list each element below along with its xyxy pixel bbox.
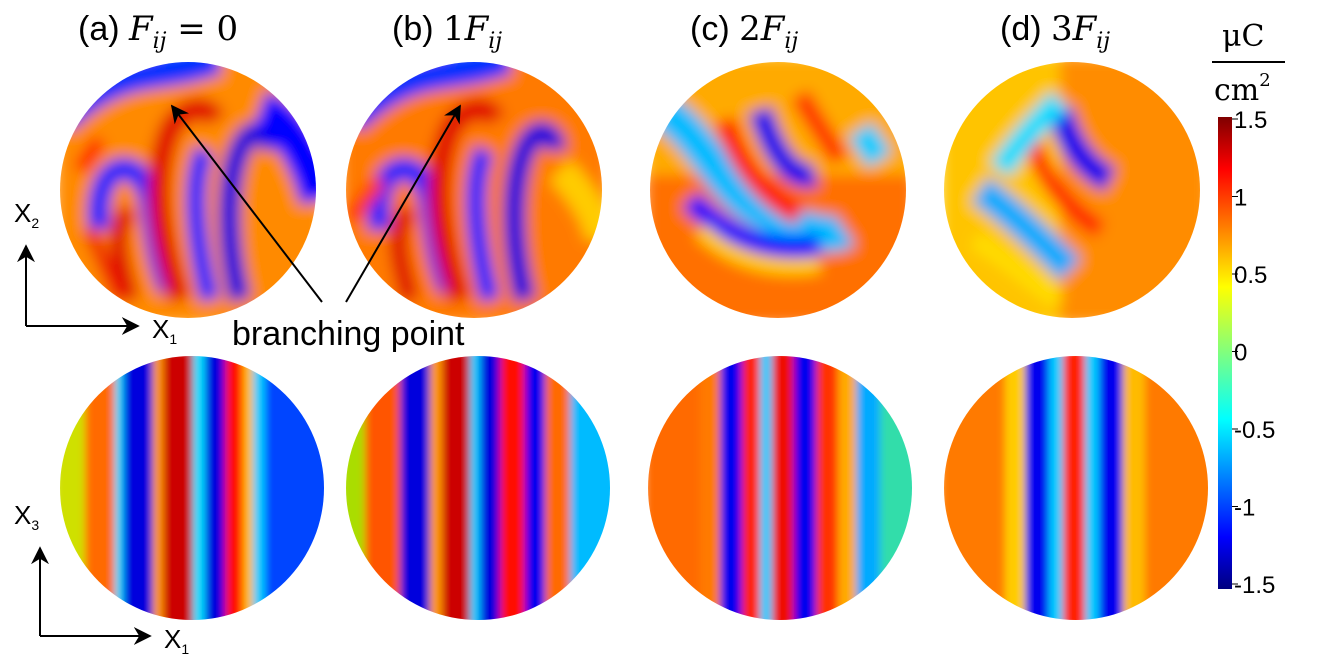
domain-map-c-top (650, 62, 906, 318)
colorbar-tick-label: 0.5 (1234, 262, 1267, 289)
domain-map-d-top (944, 62, 1200, 318)
colorbar-tick-label: -1 (1234, 495, 1255, 522)
colorbar-gradient (1218, 117, 1232, 589)
axis-label-x2: X2 (14, 198, 39, 231)
colorbar-tick-label: -1.5 (1234, 572, 1275, 599)
colorbar-tick-label: -0.5 (1234, 417, 1275, 444)
axis-indicator-bottom: X3 X1 (14, 500, 189, 657)
domain-map-a-top (60, 62, 316, 318)
panel-title-a: (a) Fij = 0 (78, 9, 238, 54)
colorbar-tick-label: 0 (1234, 340, 1247, 367)
domain-map-b-top (346, 62, 602, 318)
axis-label-x1-top: X1 (152, 314, 177, 347)
axis-label-x1-bottom: X1 (164, 624, 189, 657)
colorbar-tick-label: 1 (1234, 185, 1247, 212)
panel-title-b: (b) 1Fij (392, 9, 502, 54)
panel-title-c: (c) 2Fij (690, 9, 798, 54)
colorbar-ticks: 1.5 1 0.5 0 -0.5 -1 -1.5 (1232, 107, 1275, 599)
branching-point-annotation: branching point (170, 104, 465, 353)
domain-map-b-bottom (346, 356, 610, 620)
axis-label-x3: X3 (14, 500, 39, 533)
domain-map-a-bottom (60, 356, 324, 620)
colorbar-unit-denominator: cm2 (1214, 70, 1271, 108)
branching-point-label: branching point (232, 315, 465, 353)
panel-title-d: (d) 3Fij (1000, 9, 1110, 54)
colorbar-unit-numerator: μC (1222, 19, 1264, 54)
domain-map-c-bottom (648, 356, 912, 620)
colorbar-tick-label: 1.5 (1234, 107, 1267, 134)
axis-indicator-top: X2 X1 (14, 198, 177, 347)
colorbar: μC cm2 1.5 1 0.5 0 -0.5 -1 -1.5 (1212, 19, 1285, 599)
domain-map-d-bottom (944, 356, 1208, 620)
